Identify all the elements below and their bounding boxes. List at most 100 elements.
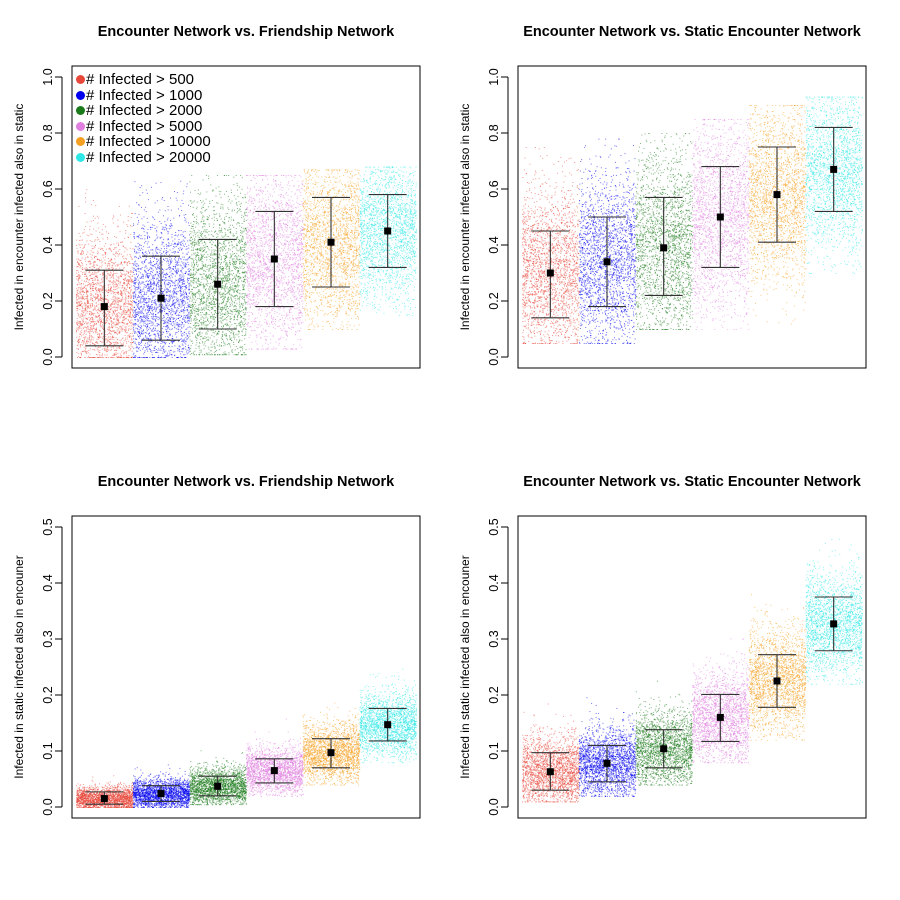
data-point [83, 336, 85, 338]
data-point [96, 353, 97, 355]
data-point [149, 299, 151, 301]
data-point [92, 286, 94, 287]
data-point [97, 250, 99, 252]
data-point [134, 355, 136, 357]
data-point [195, 307, 197, 309]
data-point [126, 329, 128, 331]
data-point [173, 324, 175, 326]
data-point [211, 247, 213, 249]
data-point [193, 327, 195, 329]
data-point [162, 242, 164, 244]
data-point [89, 341, 91, 343]
data-point [142, 298, 144, 300]
data-point [113, 249, 115, 251]
data-point [163, 251, 164, 253]
data-point [150, 228, 152, 230]
data-point [99, 231, 101, 233]
data-point [185, 265, 186, 267]
data-point [109, 327, 111, 329]
data-point [148, 310, 150, 312]
data-point [161, 293, 163, 295]
data-point [117, 333, 118, 335]
data-point [118, 281, 120, 283]
data-point [236, 258, 238, 260]
data-point [182, 256, 184, 258]
data-point [141, 301, 143, 303]
data-point [166, 306, 168, 308]
data-point [157, 312, 159, 314]
data-point [176, 261, 178, 263]
data-point [125, 230, 127, 232]
data-point [235, 233, 237, 234]
data-point [139, 291, 141, 293]
data-point [164, 273, 166, 275]
data-point [93, 246, 95, 248]
data-point [143, 314, 145, 316]
data-point [144, 266, 146, 268]
data-point [88, 311, 90, 313]
data-point [137, 331, 139, 333]
data-point [113, 339, 115, 341]
data-point [147, 269, 149, 271]
data-point [101, 355, 103, 357]
data-point [172, 248, 174, 250]
data-point [233, 258, 235, 260]
data-point [169, 269, 171, 270]
data-point [132, 341, 134, 343]
data-point [84, 336, 86, 338]
data-point [76, 295, 78, 297]
data-point [238, 255, 239, 257]
data-point [88, 284, 90, 286]
data-point [91, 321, 93, 323]
data-point [210, 265, 211, 267]
data-point [182, 231, 184, 233]
data-point [83, 340, 85, 342]
data-point [107, 318, 109, 320]
data-point [99, 317, 101, 319]
data-point [192, 214, 194, 216]
data-point [174, 258, 175, 260]
data-point [175, 298, 177, 300]
data-point [126, 288, 128, 290]
data-point [144, 238, 146, 240]
data-point [234, 310, 236, 312]
data-point [133, 280, 135, 281]
data-point [89, 310, 91, 312]
data-point [126, 323, 128, 324]
data-point [108, 357, 109, 358]
data-point [139, 286, 141, 288]
data-point [215, 249, 217, 251]
data-point [155, 290, 156, 292]
data-point [177, 268, 179, 270]
data-point [115, 310, 117, 311]
data-point [94, 296, 96, 298]
data-point [184, 321, 186, 322]
data-point [165, 250, 167, 251]
data-point [92, 329, 93, 331]
data-point [189, 317, 190, 319]
data-point [171, 260, 173, 262]
data-point [79, 324, 81, 326]
data-point [119, 332, 120, 334]
data-point [168, 350, 170, 352]
data-point [136, 236, 138, 238]
data-point [123, 289, 125, 291]
data-point [175, 268, 177, 270]
data-point [165, 229, 167, 231]
data-point [112, 282, 114, 284]
data-point [90, 318, 91, 320]
data-point [147, 276, 149, 277]
data-point [105, 302, 107, 304]
data-point [110, 271, 111, 273]
data-point [133, 335, 134, 337]
data-point [137, 288, 139, 290]
data-point [147, 305, 149, 307]
data-point [180, 338, 181, 340]
data-point [76, 296, 78, 298]
data-point [99, 351, 101, 353]
data-point [225, 277, 227, 279]
data-point [203, 264, 205, 266]
data-point [181, 338, 183, 340]
data-point [77, 307, 78, 309]
data-point [184, 291, 186, 293]
